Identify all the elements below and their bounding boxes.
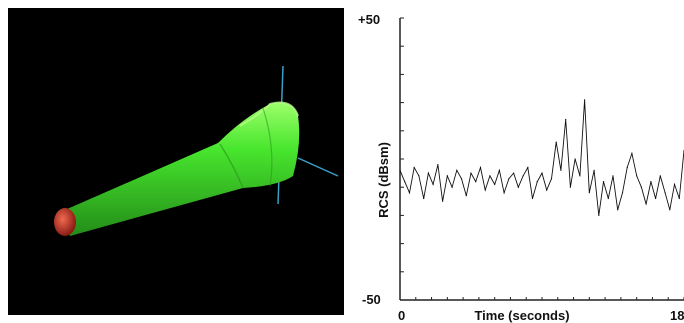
- cone-nose-tip: [54, 208, 76, 236]
- rcs-data-point: [465, 195, 467, 197]
- rcs-data-point: [437, 164, 439, 166]
- rcs-data-point: [555, 141, 557, 143]
- reentry-vehicle-render: [54, 65, 339, 236]
- rcs-data-point: [522, 175, 524, 177]
- rcs-data-point: [546, 189, 548, 191]
- rcs-data-point: [456, 169, 458, 171]
- rcs-data-point: [513, 172, 515, 174]
- rcs-data-point: [626, 166, 628, 169]
- rcs-data-point: [650, 181, 652, 183]
- rcs-data-point: [593, 169, 595, 171]
- rcs-series-points: [399, 99, 684, 216]
- rcs-data-point: [475, 181, 477, 183]
- rcs-data-point: [574, 158, 576, 160]
- rcs-data-point: [612, 175, 614, 177]
- rcs-data-point: [669, 209, 671, 211]
- rcs-data-point: [517, 186, 519, 188]
- x-tick-end: 18: [670, 308, 684, 323]
- rcs-data-point: [607, 197, 609, 200]
- y-axis-minor-ticks: [400, 17, 404, 301]
- rcs-data-point: [498, 169, 500, 171]
- rcs-data-point: [408, 192, 411, 194]
- rcs-data-point: [579, 175, 581, 177]
- rcs-data-point: [432, 183, 434, 185]
- rcs-data-point: [645, 203, 647, 205]
- rcs-data-point: [460, 178, 463, 180]
- rcs-data-point: [541, 172, 543, 174]
- rcs-plot-panel: +50 -50 0 18 Time (seconds) RCS (dBsm): [352, 0, 684, 323]
- scene-axis-horizontal: [297, 157, 339, 177]
- rcs-time-chart: +50 -50 0 18 Time (seconds) RCS (dBsm): [358, 12, 684, 323]
- rcs-data-point: [404, 181, 406, 183]
- rcs-data-point: [678, 197, 680, 200]
- rendered-scene-panel: [8, 8, 344, 315]
- rcs-data-point: [413, 166, 415, 169]
- rcs-data-point: [470, 172, 472, 174]
- rcs-data-point: [673, 183, 676, 185]
- rcs-data-point: [621, 192, 624, 194]
- rcs-data-point: [451, 186, 453, 188]
- rcs-data-point: [598, 214, 600, 216]
- rcs-data-point: [399, 169, 401, 171]
- rcs-data-point: [617, 209, 619, 211]
- x-axis-label: Time (seconds): [474, 308, 569, 323]
- rcs-data-point: [484, 189, 486, 191]
- y-tick-min: -50: [362, 292, 381, 307]
- rcs-data-point: [659, 175, 661, 177]
- rcs-data-point: [508, 178, 510, 180]
- rcs-data-point: [527, 166, 529, 169]
- rcs-data-point: [655, 197, 657, 200]
- rcs-data-point: [588, 192, 590, 194]
- cone-body: [54, 101, 300, 236]
- rcs-data-point: [602, 181, 605, 183]
- rcs-data-point: [531, 197, 534, 200]
- rcs-data-point: [503, 192, 505, 194]
- rcs-data-point: [442, 200, 444, 202]
- rcs-data-point: [446, 175, 448, 177]
- rcs-data-point: [569, 186, 571, 188]
- rcs-data-point: [640, 186, 642, 188]
- rcs-series-line: [399, 99, 684, 216]
- rcs-data-point: [489, 175, 491, 177]
- rcs-data-point: [494, 183, 496, 185]
- rcs-data-point: [560, 169, 562, 171]
- rcs-data-point: [536, 181, 538, 183]
- rcs-data-point: [631, 152, 633, 154]
- y-axis-label: RCS (dBsm): [376, 142, 391, 218]
- rcs-data-point: [664, 192, 666, 194]
- rcs-data-point: [636, 175, 638, 177]
- rcs-data-point: [423, 197, 425, 200]
- rcs-data-point: [479, 166, 482, 169]
- x-axis-minor-ticks: [399, 297, 684, 300]
- rcs-data-point: [584, 99, 586, 101]
- rcs-data-point: [427, 172, 429, 174]
- y-tick-max: +50: [358, 12, 380, 27]
- x-tick-start: 0: [398, 308, 405, 323]
- rcs-data-point: [565, 118, 567, 121]
- rcs-data-point: [418, 175, 420, 177]
- rcs-data-point: [550, 178, 553, 180]
